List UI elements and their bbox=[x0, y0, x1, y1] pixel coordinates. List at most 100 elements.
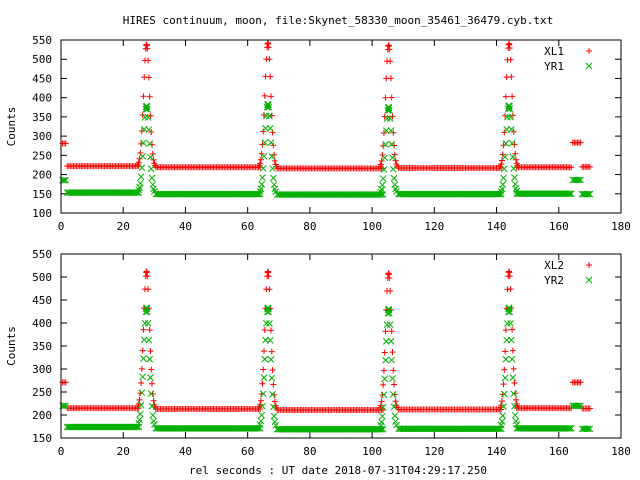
data-point bbox=[509, 93, 516, 100]
data-point bbox=[62, 402, 70, 410]
data-point bbox=[499, 412, 507, 419]
data-point bbox=[500, 403, 507, 410]
data-point bbox=[140, 93, 147, 100]
data-point bbox=[143, 42, 150, 49]
y-tick-label: 400 bbox=[32, 317, 52, 330]
data-point bbox=[257, 401, 264, 408]
data-point bbox=[390, 367, 397, 374]
data-point bbox=[380, 381, 387, 388]
data-point bbox=[140, 326, 147, 333]
data-point bbox=[260, 128, 267, 135]
data-point bbox=[510, 165, 518, 172]
data-point bbox=[584, 425, 592, 433]
data-point bbox=[258, 411, 266, 419]
data-point bbox=[257, 160, 264, 167]
data-point bbox=[381, 154, 389, 162]
data-point bbox=[268, 374, 276, 382]
data-point bbox=[135, 189, 143, 196]
y-tick-label: 250 bbox=[32, 149, 52, 162]
data-point bbox=[568, 164, 575, 171]
data-point bbox=[147, 348, 154, 355]
x-tick-label: 100 bbox=[362, 220, 382, 233]
data-point bbox=[385, 306, 393, 314]
data-point bbox=[266, 336, 274, 344]
data-point bbox=[136, 410, 144, 418]
data-point bbox=[506, 269, 513, 276]
data-point bbox=[146, 93, 153, 100]
data-point bbox=[270, 412, 278, 420]
x-tick-label: 20 bbox=[117, 445, 130, 458]
data-point bbox=[575, 176, 583, 184]
data-point bbox=[566, 424, 574, 432]
data-point bbox=[387, 75, 394, 82]
data-point bbox=[514, 403, 521, 410]
data-point bbox=[152, 162, 159, 169]
y-tick-label: 300 bbox=[32, 363, 52, 376]
data-point bbox=[148, 174, 156, 182]
data-point bbox=[148, 402, 156, 410]
y-tick-label: 300 bbox=[32, 130, 52, 143]
data-point bbox=[146, 355, 154, 363]
bottom-panel: 0 20 40 60 80 100 120 140 160 180 150 200 250 300 350 4… bbox=[5, 248, 631, 458]
data-point bbox=[143, 305, 151, 313]
plot-frame bbox=[60, 253, 622, 439]
data-point bbox=[268, 327, 274, 334]
data-point bbox=[269, 367, 276, 374]
data-point bbox=[386, 115, 394, 122]
data-point bbox=[499, 181, 507, 188]
data-point bbox=[138, 380, 145, 387]
data-point bbox=[388, 328, 395, 335]
data-point bbox=[388, 356, 396, 364]
data-point bbox=[511, 174, 518, 181]
data-point bbox=[137, 149, 144, 156]
y-tick-label: 150 bbox=[32, 432, 52, 445]
data-point bbox=[388, 94, 395, 101]
y-axis-label: Counts bbox=[5, 107, 18, 147]
legend-marker bbox=[585, 62, 593, 70]
data-point bbox=[145, 286, 152, 293]
data-point bbox=[147, 374, 154, 381]
data-point bbox=[139, 152, 147, 160]
data-point bbox=[145, 336, 153, 344]
x-axis-label: rel seconds : UT date 2018-07-31T04:29:1… bbox=[189, 464, 487, 477]
data-point bbox=[586, 405, 593, 412]
data-point bbox=[501, 366, 508, 373]
data-point bbox=[266, 320, 273, 327]
data-point bbox=[267, 73, 274, 80]
data-point bbox=[136, 396, 143, 403]
data-point bbox=[257, 156, 264, 163]
data-point bbox=[509, 326, 516, 333]
x-tick-label: 80 bbox=[303, 220, 316, 233]
data-point bbox=[267, 139, 275, 146]
data-point bbox=[389, 154, 396, 161]
x-tick-label: 160 bbox=[549, 220, 569, 233]
data-point bbox=[266, 56, 273, 63]
data-point bbox=[505, 103, 513, 110]
data-point bbox=[577, 402, 584, 410]
data-point bbox=[502, 112, 509, 119]
data-point bbox=[498, 402, 505, 409]
data-point bbox=[258, 180, 266, 188]
data-point bbox=[501, 153, 509, 161]
data-point bbox=[507, 336, 515, 344]
data-point bbox=[497, 190, 505, 198]
x-tick-label: 0 bbox=[58, 445, 65, 458]
data-point bbox=[272, 188, 280, 196]
data-point bbox=[387, 287, 394, 294]
data-point bbox=[513, 396, 519, 403]
data-point bbox=[391, 381, 398, 388]
y-tick-label: 550 bbox=[32, 248, 52, 261]
y-axis-label: Counts bbox=[5, 326, 18, 366]
data-point bbox=[510, 365, 517, 372]
data-point bbox=[149, 150, 156, 157]
data-point bbox=[268, 348, 275, 355]
y-tick-label: 200 bbox=[32, 169, 52, 182]
data-point bbox=[260, 374, 268, 381]
data-point bbox=[394, 163, 401, 170]
y-tick-label: 450 bbox=[32, 72, 52, 85]
data-point bbox=[260, 366, 267, 373]
data-point bbox=[148, 366, 155, 373]
data-point bbox=[271, 398, 278, 405]
data-point bbox=[500, 381, 507, 388]
